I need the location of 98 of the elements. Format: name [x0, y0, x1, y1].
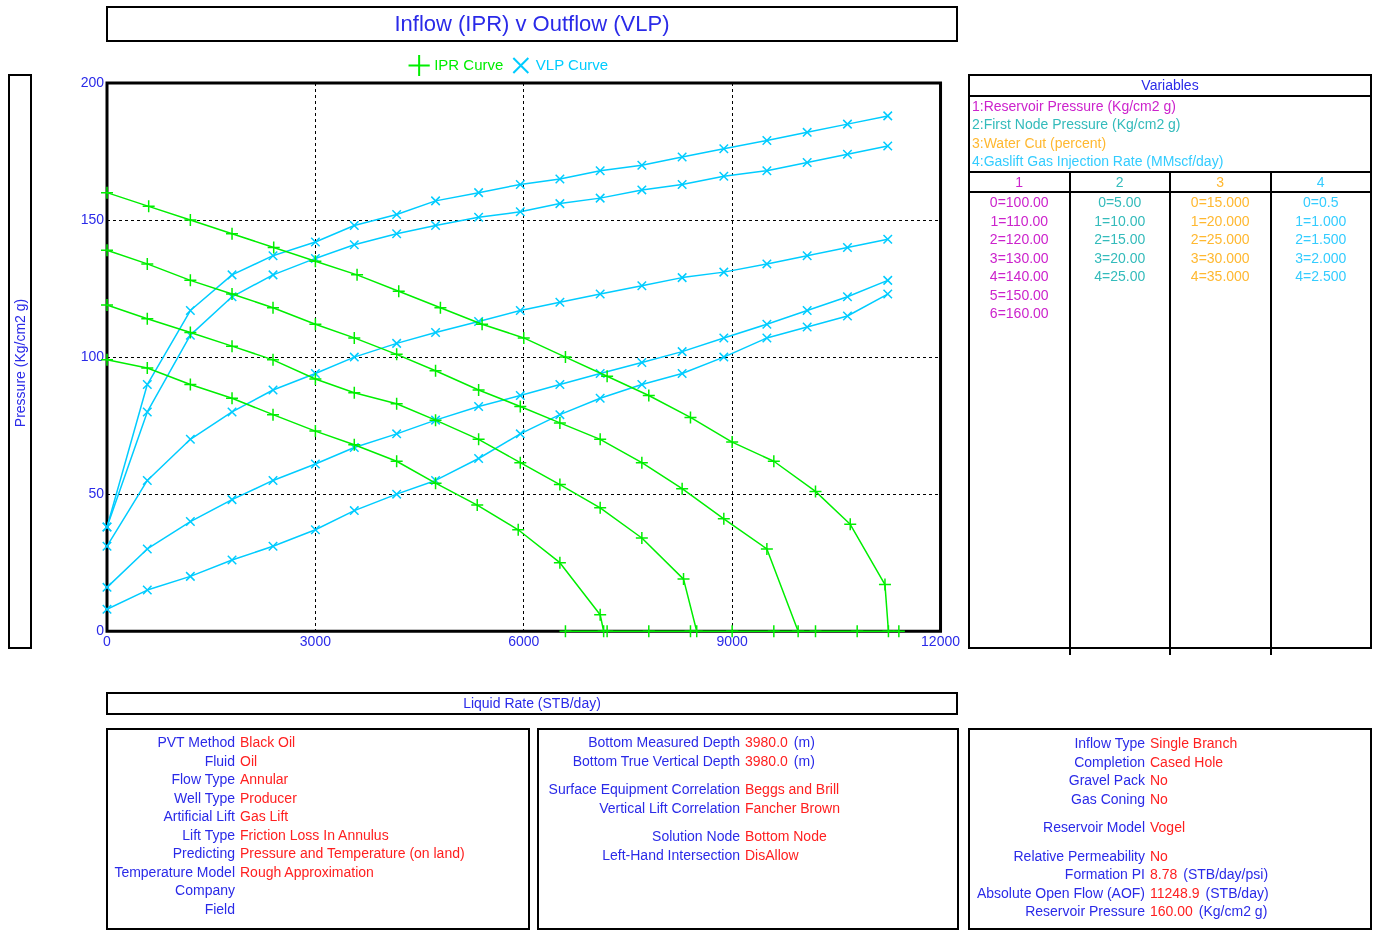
text: 1=110.00: [989, 211, 1050, 230]
text: 1=1.000: [1294, 211, 1348, 230]
text: No: [1150, 789, 1168, 808]
text: Single Branch: [1150, 734, 1238, 753]
text: DisAllow: [745, 845, 799, 864]
text: 2=25.000: [1189, 230, 1251, 249]
text: Variables: [970, 76, 1370, 97]
text: Field: [203, 899, 236, 918]
text: Gas Coning: [1070, 789, 1146, 808]
text: Bottom True Vertical Depth: [571, 751, 741, 770]
text: Inflow Type: [1073, 734, 1146, 753]
x-tick-label: 6000: [508, 633, 540, 650]
x-axis-title: Liquid Rate (STB/day): [106, 692, 958, 715]
text: 0=100.00: [988, 193, 1050, 212]
text: Bottom Measured Depth: [587, 733, 741, 752]
text: 160.00: [1150, 902, 1193, 921]
text: 3=130.00: [988, 248, 1050, 267]
text: 3=30.000: [1189, 248, 1251, 267]
text: Vogel: [1150, 818, 1186, 837]
text: 11248.9: [1150, 883, 1200, 902]
text: Artificial Lift: [162, 807, 236, 826]
text: 2=1.500: [1294, 230, 1348, 249]
text: 4: [1271, 172, 1370, 193]
text: Annular: [240, 770, 289, 789]
text: Reservoir Pressure: [1024, 902, 1146, 921]
text: 3=2.000: [1294, 248, 1348, 267]
text: 2: [1070, 172, 1169, 193]
text: 0=0.5: [1302, 193, 1340, 212]
chart-title: Inflow (IPR) v Outflow (VLP): [106, 6, 958, 42]
text: (m): [793, 751, 815, 770]
text: 4=25.00: [1093, 267, 1147, 286]
text: 3980.0: [745, 751, 788, 770]
text: 8.78: [1150, 865, 1178, 884]
text: (m): [793, 733, 815, 752]
text: 6=160.00: [988, 304, 1050, 323]
text: (STB/day): [1205, 883, 1269, 902]
text: Pressure and Temperature (on land): [240, 844, 465, 863]
y-axis-title: Pressure (Kg/cm2 g): [10, 298, 29, 428]
y-tick-label: 100: [80, 347, 105, 364]
text: 0=15.000: [1189, 193, 1251, 212]
text: Producer: [240, 788, 297, 807]
y-tick-label: 0: [96, 622, 105, 639]
text: 3980.0: [745, 733, 788, 752]
text: Bottom Node: [745, 827, 827, 846]
text: 1: [970, 172, 1069, 193]
text: Beggs and Brill: [745, 780, 840, 799]
text: No: [1150, 846, 1168, 865]
text: Cased Hole: [1150, 752, 1224, 771]
text: Vertical Lift Correlation: [598, 798, 741, 817]
text: Reservoir Model: [1042, 818, 1146, 837]
y-tick-label: 50: [88, 485, 105, 502]
text: Company: [174, 881, 236, 900]
text: 4=140.00: [988, 267, 1050, 286]
text: 1=10.00: [1093, 211, 1147, 230]
text: 1=20.000: [1189, 211, 1251, 230]
text: 3=20.00: [1093, 248, 1147, 267]
legend-label: VLP Curve: [535, 55, 609, 73]
text: (STB/day/psi): [1183, 865, 1269, 884]
text: 4:Gaslift Gas Injection Rate (MMscf/day): [972, 152, 1225, 171]
text: Black Oil: [240, 733, 296, 752]
y-tick-label: 200: [80, 73, 105, 90]
legend-label: IPR Curve: [434, 55, 504, 73]
text: Oil: [240, 751, 258, 770]
text: Flow Type: [170, 770, 236, 789]
text: 2:First Node Pressure (Kg/cm2 g): [972, 115, 1182, 134]
text: 0=5.00: [1097, 193, 1143, 212]
text: Predicting: [171, 844, 236, 863]
x-tick-label: 3000: [299, 633, 332, 650]
text: 3:Water Cut (percent): [972, 133, 1108, 152]
text: Formation PI: [1063, 865, 1146, 884]
text: 4=35.000: [1189, 267, 1251, 286]
text: No: [1150, 771, 1168, 790]
text: PVT Method: [156, 733, 236, 752]
text: Solution Node: [651, 827, 741, 846]
text: Temperature Model: [113, 862, 236, 881]
text: Fancher Brown: [745, 798, 840, 817]
text: Well Type: [173, 788, 236, 807]
x-tick-label: 9000: [716, 633, 748, 650]
text: 5=150.00: [988, 285, 1050, 304]
text: (Kg/cm2 g): [1198, 902, 1268, 921]
text: Relative Permeability: [1012, 846, 1146, 865]
text: 2=120.00: [988, 230, 1050, 249]
text: 2=15.00: [1093, 230, 1147, 249]
text: 3: [1171, 172, 1270, 193]
text: 1:Reservoir Pressure (Kg/cm2 g): [972, 96, 1177, 115]
text: Gravel Pack: [1067, 771, 1146, 790]
text: Friction Loss In Annulus: [240, 825, 389, 844]
text: Lift Type: [181, 825, 236, 844]
x-tick-label: 12000: [921, 633, 961, 650]
text: Gas Lift: [240, 807, 289, 826]
text: 4=2.500: [1294, 267, 1348, 286]
text: Surface Equipment Correlation: [547, 780, 741, 799]
text: Absolute Open Flow (AOF): [975, 883, 1146, 902]
text: Completion: [1073, 752, 1146, 771]
text: Left-Hand Intersection: [601, 845, 741, 864]
text: Fluid: [203, 751, 236, 770]
text: Rough Approximation: [240, 862, 374, 881]
y-tick-label: 150: [80, 210, 105, 227]
